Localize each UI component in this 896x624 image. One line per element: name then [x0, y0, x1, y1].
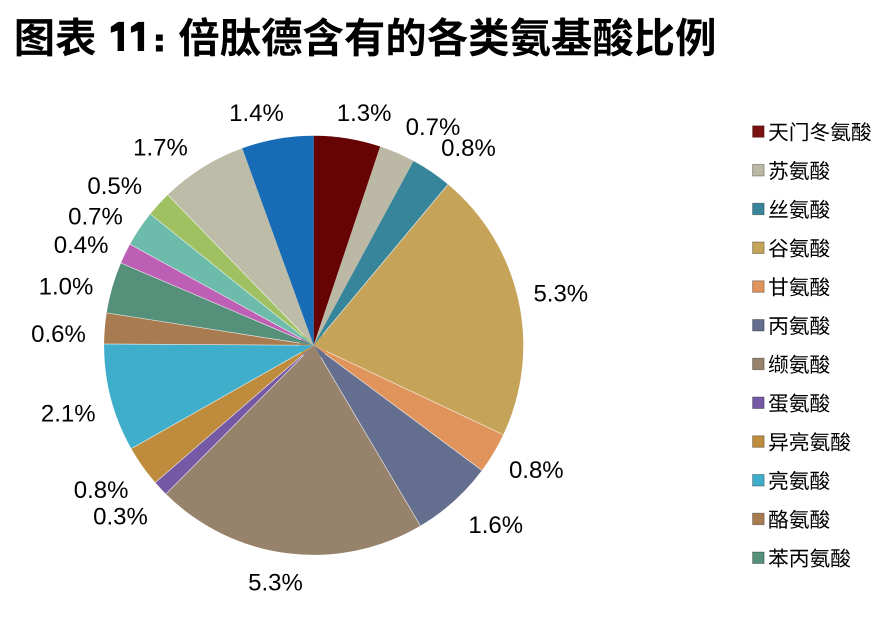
svg-text:0.5%: 0.5%: [87, 173, 142, 200]
svg-text:0.8%: 0.8%: [509, 457, 564, 484]
svg-text:0.8%: 0.8%: [441, 135, 496, 162]
svg-text:1.6%: 1.6%: [468, 512, 523, 539]
svg-text:2.1%: 2.1%: [41, 401, 96, 428]
svg-text:0.7%: 0.7%: [406, 114, 461, 141]
svg-text:0.3%: 0.3%: [93, 503, 148, 530]
svg-text:0.7%: 0.7%: [68, 203, 123, 230]
svg-text:1.4%: 1.4%: [229, 100, 284, 127]
svg-text:1.7%: 1.7%: [133, 135, 188, 162]
svg-text:5.3%: 5.3%: [533, 280, 588, 307]
svg-text:0.6%: 0.6%: [31, 321, 86, 348]
svg-text:5.3%: 5.3%: [248, 570, 303, 597]
svg-text:0.4%: 0.4%: [54, 232, 109, 259]
svg-text:0.8%: 0.8%: [74, 477, 129, 504]
svg-text:1.0%: 1.0%: [39, 273, 94, 300]
svg-text:1.3%: 1.3%: [337, 100, 392, 127]
